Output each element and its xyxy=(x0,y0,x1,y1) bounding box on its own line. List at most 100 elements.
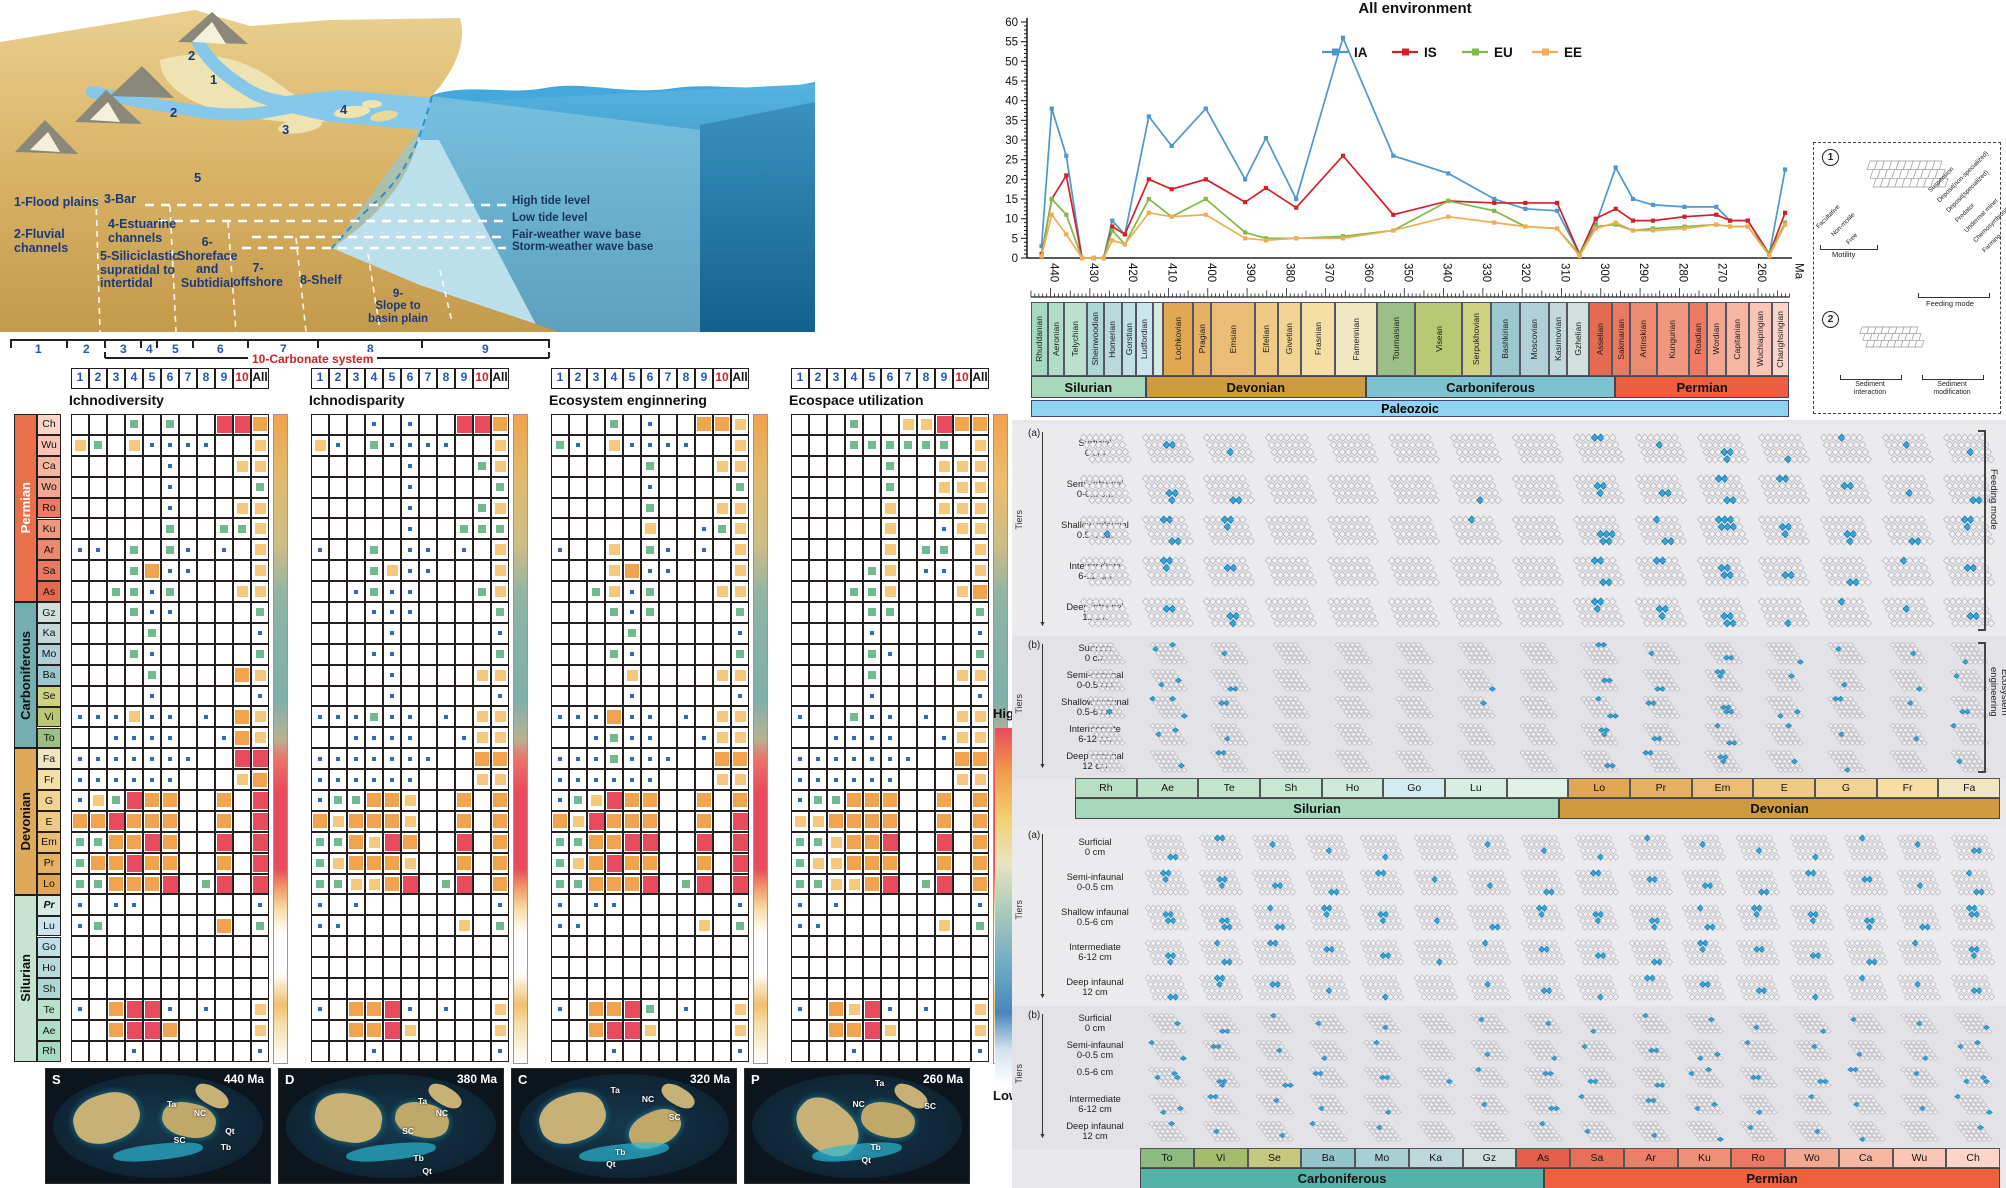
heatmap-cell xyxy=(791,664,809,686)
heatmap-cell xyxy=(713,539,731,561)
heatmap-cell xyxy=(881,685,899,707)
heatmap-cell xyxy=(863,622,881,644)
svg-text:5: 5 xyxy=(1012,233,1018,245)
heatmap-cell xyxy=(437,727,455,749)
ecospace-glyph xyxy=(1147,1039,1187,1062)
heatmap-cell xyxy=(809,831,827,853)
heatmap-cell xyxy=(125,414,143,435)
heatmap-cell xyxy=(605,434,623,456)
heatmap-cell xyxy=(899,978,917,999)
stage-cell: Emsian xyxy=(1211,302,1255,376)
heatmap-cell xyxy=(881,1040,899,1062)
ecospace-glyph xyxy=(1826,749,1866,774)
heatmap-cell xyxy=(641,957,659,979)
ecospace-glyph xyxy=(1949,668,1990,693)
heatmap-cell xyxy=(251,518,269,540)
heatmap-cell xyxy=(215,978,233,999)
ecospace-glyph xyxy=(1579,695,1620,720)
heatmap-cell xyxy=(347,643,365,665)
heatmap-cell xyxy=(587,476,605,498)
heatmap-cell xyxy=(731,622,749,644)
heatmap-cell xyxy=(107,560,125,582)
heatmap-cell xyxy=(845,978,863,999)
tier-label: Intermediate 6-12 cm xyxy=(1069,1093,1121,1115)
heatmap-cell xyxy=(437,476,455,498)
heatmap-cell xyxy=(881,497,899,519)
heatmap-cell xyxy=(311,476,329,498)
tiers-axis-line xyxy=(1042,834,1043,995)
heatmap-cell xyxy=(401,1040,419,1062)
heatmap-cell xyxy=(899,539,917,561)
heatmap-cell xyxy=(935,978,953,999)
heatmap-cell xyxy=(917,1040,935,1062)
ecospace-glyph xyxy=(1738,1012,1778,1035)
heatmap-cell xyxy=(935,915,953,937)
heatmap-cell xyxy=(143,434,161,456)
heatmap-cell xyxy=(899,664,917,686)
heatmap-cell xyxy=(437,831,455,853)
ecospace-glyph xyxy=(1888,695,1928,720)
heatmap-cell xyxy=(569,1019,587,1041)
heatmap-cell xyxy=(569,414,587,435)
heatmap-cell xyxy=(383,894,401,916)
heatmap-cell xyxy=(197,810,215,832)
heatmap-cell xyxy=(551,518,569,540)
ecospace-glyph xyxy=(1362,1093,1402,1116)
heatmap-cell xyxy=(89,894,107,916)
heatmap-cell xyxy=(329,936,347,958)
heatmap-cell xyxy=(365,539,383,561)
heatmap-cell xyxy=(401,790,419,811)
heatmap-cell xyxy=(713,727,731,749)
heatmap-cell xyxy=(605,414,623,435)
heatmap-cell xyxy=(809,560,827,582)
ecospace-glyph xyxy=(1079,432,1133,465)
ecospace-glyph xyxy=(1198,973,1244,1002)
ecospace-glyph xyxy=(1696,473,1750,506)
ecospace-glyph xyxy=(1456,668,1496,693)
heatmap-cell xyxy=(143,852,161,874)
map-age: 320 Ma xyxy=(689,1072,730,1086)
ecospace-glyph xyxy=(1579,722,1620,747)
heatmap-cell xyxy=(845,643,863,665)
ecospace-glyph xyxy=(1950,833,1996,862)
ecospace-glyph xyxy=(1144,868,1190,897)
heatmap-cell xyxy=(437,685,455,707)
heatmap-cell xyxy=(953,769,971,791)
heatmap-cell xyxy=(569,852,587,874)
terrane-label-Ta: Ta xyxy=(417,1096,428,1107)
heatmap-cell xyxy=(845,915,863,937)
heatmap-cell xyxy=(161,998,179,1020)
heatmap-cell xyxy=(383,643,401,665)
terrane-label-Qt: Qt xyxy=(422,1165,432,1176)
heatmap-cell xyxy=(197,539,215,561)
heatmap-cell xyxy=(695,685,713,707)
inset-number-2: 2 xyxy=(1822,311,1839,328)
ecospace-glyph xyxy=(1201,1039,1241,1062)
heatmap-cell xyxy=(455,455,473,477)
heatmap-cell xyxy=(953,1019,971,1041)
heatmap-cell xyxy=(329,602,347,623)
heatmap-cell xyxy=(587,936,605,958)
ecospace-glyph xyxy=(1456,641,1496,666)
svg-text:260: 260 xyxy=(1755,263,1767,282)
heatmap-cell xyxy=(89,706,107,728)
heatmap-cell xyxy=(491,414,509,435)
heatmap-title: Ecosystem enginnering xyxy=(549,392,707,408)
band-stage-cell: Fr xyxy=(1876,778,1939,798)
heatmap-cell xyxy=(71,915,89,937)
heatmap-cell xyxy=(917,602,935,623)
band-stage-cell: Ka xyxy=(1408,1148,1463,1168)
period-bar-Permian: Permian xyxy=(14,414,37,603)
heatmap-cell xyxy=(161,936,179,958)
heatmap-cell xyxy=(233,1040,251,1062)
band-stage-cell: Gz xyxy=(1462,1148,1517,1168)
all-column-gradient xyxy=(273,414,288,1064)
heatmap-cell xyxy=(437,894,455,916)
heatmap-cell xyxy=(251,581,269,603)
heatmap-cell xyxy=(677,664,695,686)
heatmap-cell xyxy=(713,434,731,456)
heatmap-cell xyxy=(935,685,953,707)
heatmap-cell xyxy=(971,978,989,999)
heatmap-cell xyxy=(125,560,143,582)
